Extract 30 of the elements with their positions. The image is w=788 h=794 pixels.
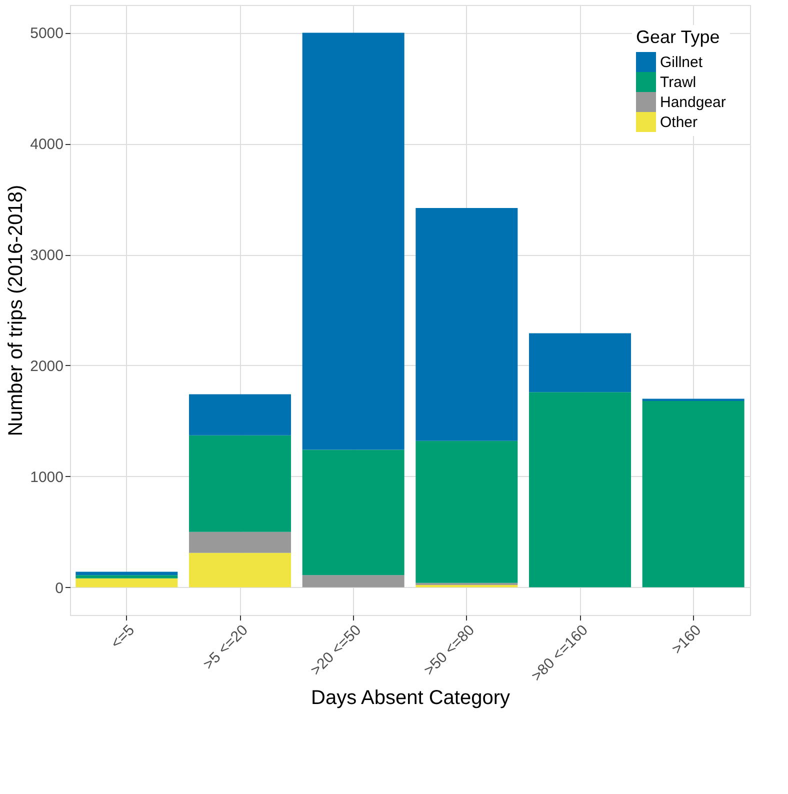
bar <box>529 333 631 392</box>
bar <box>302 32 404 450</box>
bar <box>416 208 518 441</box>
legend-title: Gear Type <box>636 27 720 47</box>
bar <box>76 578 178 588</box>
y-tick-label: 0 <box>55 580 64 597</box>
bar <box>189 435 291 532</box>
bar <box>302 575 404 588</box>
y-tick-label: 2000 <box>30 358 64 375</box>
bar <box>189 394 291 436</box>
bar <box>642 400 744 588</box>
legend-label: Trawl <box>660 74 696 91</box>
y-tick-label: 1000 <box>30 468 64 486</box>
bar <box>416 582 518 586</box>
bar <box>76 572 178 576</box>
legend-label: Other <box>660 114 698 131</box>
bar <box>416 440 518 583</box>
y-tick-label: 3000 <box>30 247 64 264</box>
x-axis-title: Days Absent Category <box>311 687 510 710</box>
legend-label: Gillnet <box>660 54 704 71</box>
y-tick-label: 5000 <box>30 25 64 42</box>
x-tick-label: <=5 <box>108 622 138 652</box>
bar <box>302 450 404 576</box>
bar <box>76 575 178 578</box>
bar <box>529 392 631 588</box>
bar <box>189 532 291 553</box>
y-axis-title: Number of trips (2016-2018) <box>5 184 28 436</box>
y-tick-label: 4000 <box>30 136 64 154</box>
bar <box>189 552 291 588</box>
legend-label: Handgear <box>660 94 726 111</box>
